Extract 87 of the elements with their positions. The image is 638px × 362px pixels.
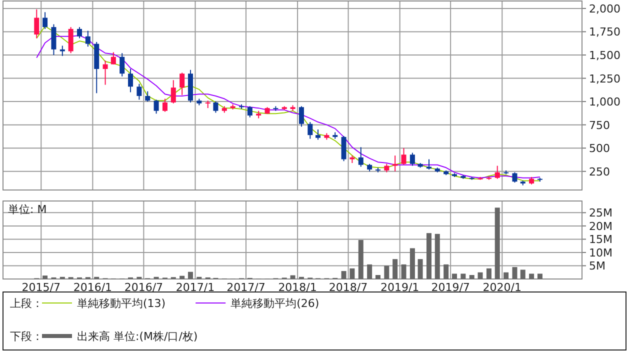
y-tick-label: 1,500 bbox=[589, 49, 620, 62]
candlestick bbox=[68, 26, 74, 54]
candlestick bbox=[410, 152, 415, 166]
y-tick-label: 500 bbox=[589, 142, 610, 156]
y-tick-label: 25M bbox=[589, 206, 612, 220]
legend-title: 下段： bbox=[10, 330, 43, 343]
bar bbox=[418, 259, 423, 279]
candlestick bbox=[162, 98, 168, 112]
candlestick bbox=[110, 52, 116, 65]
y-tick-label: 15M bbox=[589, 233, 612, 246]
x-tick-label: 2016/1 bbox=[73, 281, 112, 294]
bar bbox=[512, 267, 518, 279]
y-tick-label: 20M bbox=[589, 220, 612, 233]
x-tick-label: 2018/7 bbox=[328, 281, 368, 294]
bar bbox=[469, 275, 474, 279]
x-tick-label: 2015/7 bbox=[22, 281, 60, 294]
bar bbox=[434, 234, 440, 279]
candlestick bbox=[145, 90, 150, 102]
candlestick bbox=[247, 106, 252, 118]
bar bbox=[426, 233, 432, 279]
candlestick bbox=[128, 68, 134, 93]
candlestick bbox=[494, 165, 500, 180]
x-tick-label: 2019/7 bbox=[431, 281, 470, 294]
bar bbox=[341, 271, 346, 279]
candlestick bbox=[213, 101, 218, 114]
candlestick bbox=[120, 52, 125, 77]
candlestick bbox=[512, 172, 518, 184]
bar bbox=[188, 272, 193, 279]
candlestick bbox=[358, 146, 364, 168]
legend-label: 単純移動平均(26) bbox=[230, 297, 320, 310]
candlestick bbox=[426, 158, 432, 170]
legend-label: 出来高 単位:(M株/口/枚) bbox=[77, 330, 198, 343]
bar bbox=[410, 248, 415, 279]
y-tick-label: 250 bbox=[589, 165, 610, 178]
candlestick bbox=[341, 136, 346, 162]
candlestick bbox=[298, 106, 304, 128]
y-tick-label: 2,000 bbox=[589, 2, 620, 16]
x-tick-label: 2016/7 bbox=[124, 281, 164, 294]
bar bbox=[452, 274, 457, 279]
bar bbox=[486, 268, 492, 279]
candlestick bbox=[154, 99, 159, 114]
legend-title: 上段： bbox=[10, 297, 43, 310]
y-tick-label: 1,000 bbox=[589, 96, 620, 109]
candlestick bbox=[392, 155, 398, 172]
candlestick bbox=[42, 12, 48, 30]
bar bbox=[401, 264, 406, 279]
bar bbox=[444, 264, 449, 279]
bar bbox=[290, 275, 296, 279]
y-tick-label: 1,250 bbox=[589, 72, 620, 86]
candlestick bbox=[180, 72, 185, 96]
candlestick bbox=[85, 30, 90, 48]
candlestick bbox=[401, 148, 406, 166]
bar bbox=[537, 274, 542, 279]
bar bbox=[478, 272, 483, 279]
x-tick-label: 2017/1 bbox=[176, 281, 215, 294]
bar bbox=[180, 276, 185, 279]
y-tick-label: 5M bbox=[589, 260, 606, 273]
x-tick-label: 2018/1 bbox=[278, 281, 317, 294]
candlestick bbox=[34, 8, 40, 39]
bar bbox=[494, 208, 500, 279]
y-tick-label: 1,750 bbox=[589, 26, 620, 39]
bar bbox=[42, 276, 48, 279]
candlestick bbox=[51, 24, 56, 56]
y-tick-label: 10M bbox=[589, 246, 612, 260]
x-tick-label: 2019/1 bbox=[380, 281, 420, 294]
candlestick bbox=[102, 60, 108, 86]
bar bbox=[358, 240, 364, 279]
bar bbox=[375, 275, 380, 279]
bar bbox=[520, 270, 526, 279]
x-tick-label: 2020/1 bbox=[482, 281, 522, 294]
candlestick bbox=[316, 128, 321, 140]
bar bbox=[392, 259, 398, 279]
bar bbox=[504, 272, 509, 279]
annotation: 単位: M bbox=[8, 203, 47, 216]
candlestick bbox=[60, 45, 65, 56]
bar bbox=[529, 274, 534, 279]
bar bbox=[367, 264, 372, 279]
candlestick bbox=[77, 26, 82, 39]
candlestick bbox=[308, 122, 313, 140]
legend-label: 単純移動平均(13) bbox=[77, 297, 166, 310]
x-tick-label: 2017/7 bbox=[226, 281, 266, 294]
bar bbox=[460, 274, 466, 279]
bar bbox=[384, 266, 390, 279]
y-tick-label: 750 bbox=[589, 118, 610, 132]
candlestick bbox=[170, 80, 176, 104]
candlestick bbox=[136, 83, 142, 100]
bar bbox=[350, 268, 355, 279]
